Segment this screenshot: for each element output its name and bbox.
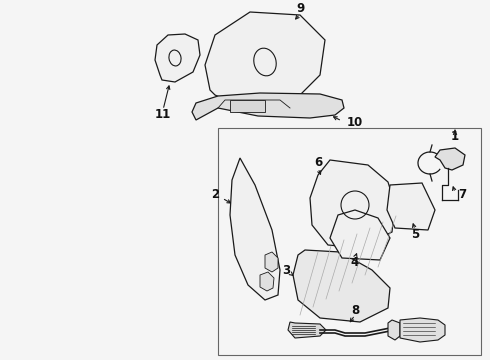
Polygon shape [205, 12, 325, 108]
Polygon shape [288, 322, 326, 338]
Text: 7: 7 [458, 189, 466, 202]
Polygon shape [260, 272, 274, 291]
Text: 3: 3 [282, 264, 290, 276]
Polygon shape [230, 100, 265, 112]
Polygon shape [388, 320, 400, 340]
Polygon shape [435, 148, 465, 170]
Polygon shape [330, 210, 390, 260]
Polygon shape [310, 160, 395, 248]
Polygon shape [192, 93, 344, 120]
Polygon shape [230, 158, 280, 300]
Polygon shape [155, 34, 200, 82]
Text: 6: 6 [314, 157, 322, 170]
Text: 1: 1 [451, 130, 459, 144]
Polygon shape [265, 252, 278, 272]
Text: 4: 4 [351, 256, 359, 270]
Text: 2: 2 [211, 189, 219, 202]
Polygon shape [400, 318, 445, 342]
Text: 5: 5 [411, 229, 419, 242]
Bar [218, 128, 481, 355]
Text: 10: 10 [347, 117, 363, 130]
Polygon shape [293, 250, 390, 322]
Text: 11: 11 [155, 108, 171, 122]
Text: 8: 8 [351, 303, 359, 316]
Polygon shape [387, 183, 435, 230]
Text: 9: 9 [296, 1, 304, 14]
